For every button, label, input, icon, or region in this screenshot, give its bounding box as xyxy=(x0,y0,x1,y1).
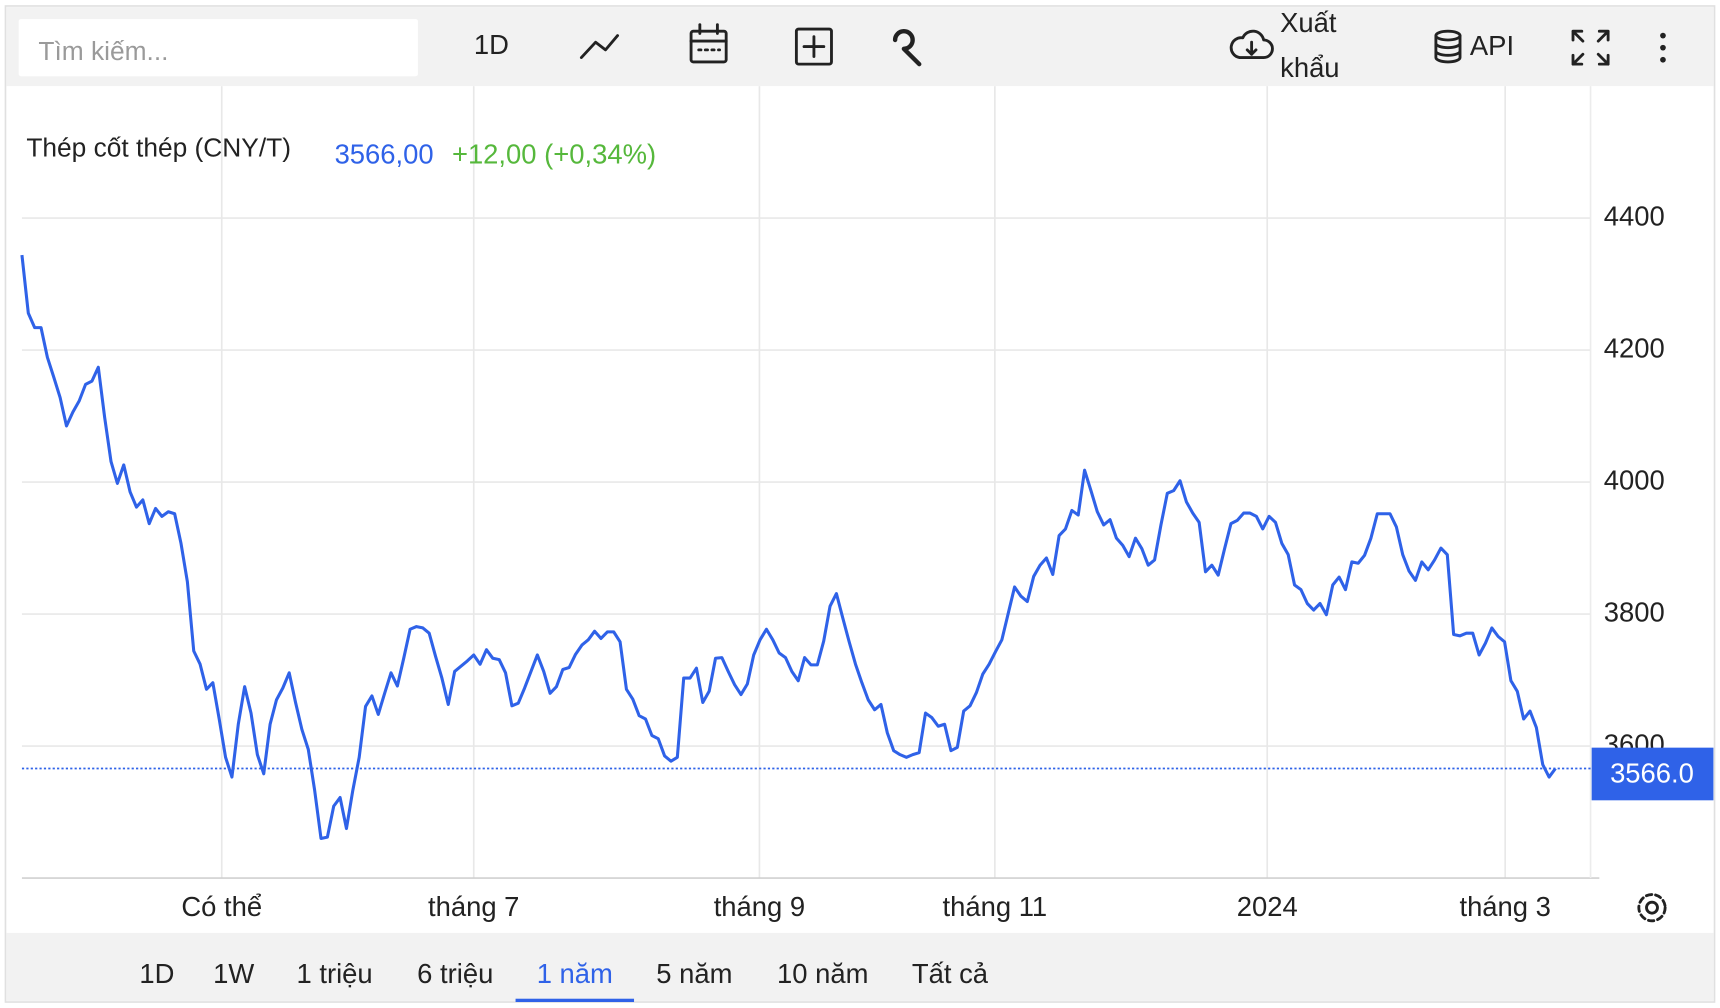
search-placeholder: Tìm kiếm... xyxy=(38,36,168,66)
last-price: 3566,00 xyxy=(335,139,434,170)
y-tick-label: 3800 xyxy=(1604,596,1665,627)
api-icon[interactable] xyxy=(1434,29,1462,64)
chart-title: Thép cốt thép (CNY/T) xyxy=(26,133,291,163)
range-button[interactable]: 1 triệu xyxy=(296,958,372,989)
settings-wrench-icon[interactable] xyxy=(892,29,922,67)
axis-settings-icon[interactable] xyxy=(1637,893,1667,923)
interval-button[interactable]: 1D xyxy=(474,29,509,60)
price-line xyxy=(20,254,1557,840)
range-button[interactable]: 1W xyxy=(213,958,254,989)
last-price-box xyxy=(1591,747,1714,801)
search-box[interactable] xyxy=(18,19,418,77)
x-tick-label: Có thể xyxy=(181,891,262,922)
range-button[interactable]: 6 triệu xyxy=(417,958,493,989)
chart-type-icon[interactable] xyxy=(579,34,620,59)
range-active-underline xyxy=(515,998,635,1003)
last-price-label: 3566.0 xyxy=(1610,757,1694,788)
range-button[interactable]: Tất cả xyxy=(912,958,989,989)
range-button[interactable]: 1D xyxy=(139,958,174,989)
api-label[interactable]: API xyxy=(1470,30,1514,61)
more-menu-icon[interactable] xyxy=(1660,32,1666,63)
price-change: +12,00 (+0,34%) xyxy=(452,139,656,170)
x-tick-label: tháng 11 xyxy=(943,891,1048,922)
range-button[interactable]: 1 năm xyxy=(537,958,613,989)
add-indicator-icon[interactable] xyxy=(794,27,833,66)
range-buttons: 1D 1W 1 triệu 6 triệu 1 năm 5 năm 10 năm Tất cả xyxy=(139,958,989,1003)
range-bar xyxy=(6,932,1714,1001)
calendar-icon[interactable] xyxy=(689,23,728,64)
frame xyxy=(4,5,1716,1003)
y-tick-label: 4400 xyxy=(1604,200,1665,231)
export-label[interactable]: khẩu xyxy=(1280,52,1339,83)
y-tick-label: 4000 xyxy=(1604,464,1665,495)
x-tick-label: tháng 9 xyxy=(714,891,805,922)
plot-area: Có thể tháng 7 tháng 9 tháng 11 2024 tháng 3 3… xyxy=(20,86,1714,922)
range-button[interactable]: 5 năm xyxy=(656,958,732,989)
export-icon[interactable] xyxy=(1229,29,1274,59)
x-tick-label: tháng 3 xyxy=(1459,891,1550,922)
range-button[interactable]: 10 năm xyxy=(777,958,868,989)
x-tick-label: 2024 xyxy=(1237,891,1298,922)
export-label[interactable]: Xuất xyxy=(1280,7,1337,38)
y-tick-label: 4200 xyxy=(1604,332,1665,363)
fullscreen-icon[interactable] xyxy=(1571,29,1610,66)
x-tick-label: tháng 7 xyxy=(428,891,519,922)
